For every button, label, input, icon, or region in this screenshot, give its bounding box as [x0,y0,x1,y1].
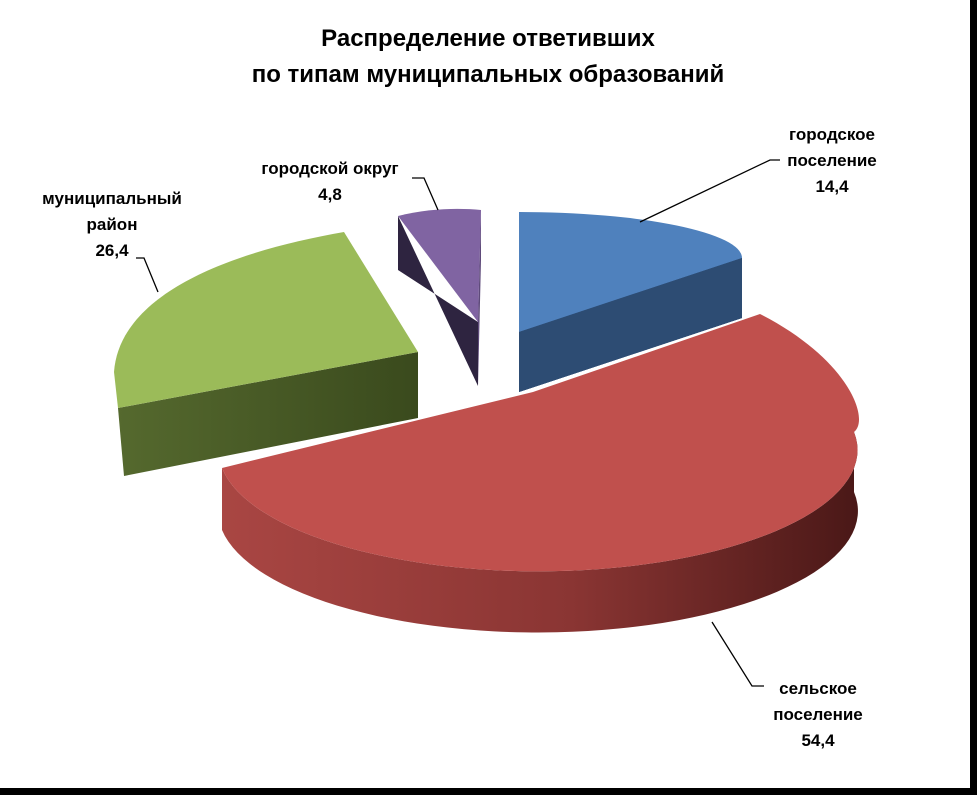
slice-municipalnyi-raion [114,232,418,476]
value-municipalnyi: 26,4 [95,241,129,260]
leader-line-gorodskoi-okrug [412,177,439,211]
value-gorodskoe: 14,4 [815,177,849,196]
value-gorodskoi-okrug: 4,8 [318,185,342,204]
label-gorodskoi-okrug: городской округ [261,159,398,178]
label-gorodskoe-line-1: городское [789,125,875,144]
label-municipalnyi-line-2: район [87,215,138,234]
leader-line-municipalnyi [136,257,159,293]
value-selskoe: 54,4 [801,731,835,750]
chart-title-line-1: Распределение ответивших [321,25,655,52]
slice-gorodskoi-okrug [398,208,481,386]
label-selskoe-line-1: сельское [779,679,857,698]
leader-line-gorodskoe [639,159,780,223]
slice-gorodskoe-poselenie [519,212,742,392]
slice-selskoe-poselenie [222,314,860,633]
label-selskoe-line-2: поселение [773,705,863,724]
leader-line-selskoe [711,621,764,687]
chart-title-line-2: по типам муниципальных образований [252,61,725,88]
label-municipalnyi-line-1: муниципальный [42,189,182,208]
label-gorodskoe-line-2: поселение [787,151,877,170]
